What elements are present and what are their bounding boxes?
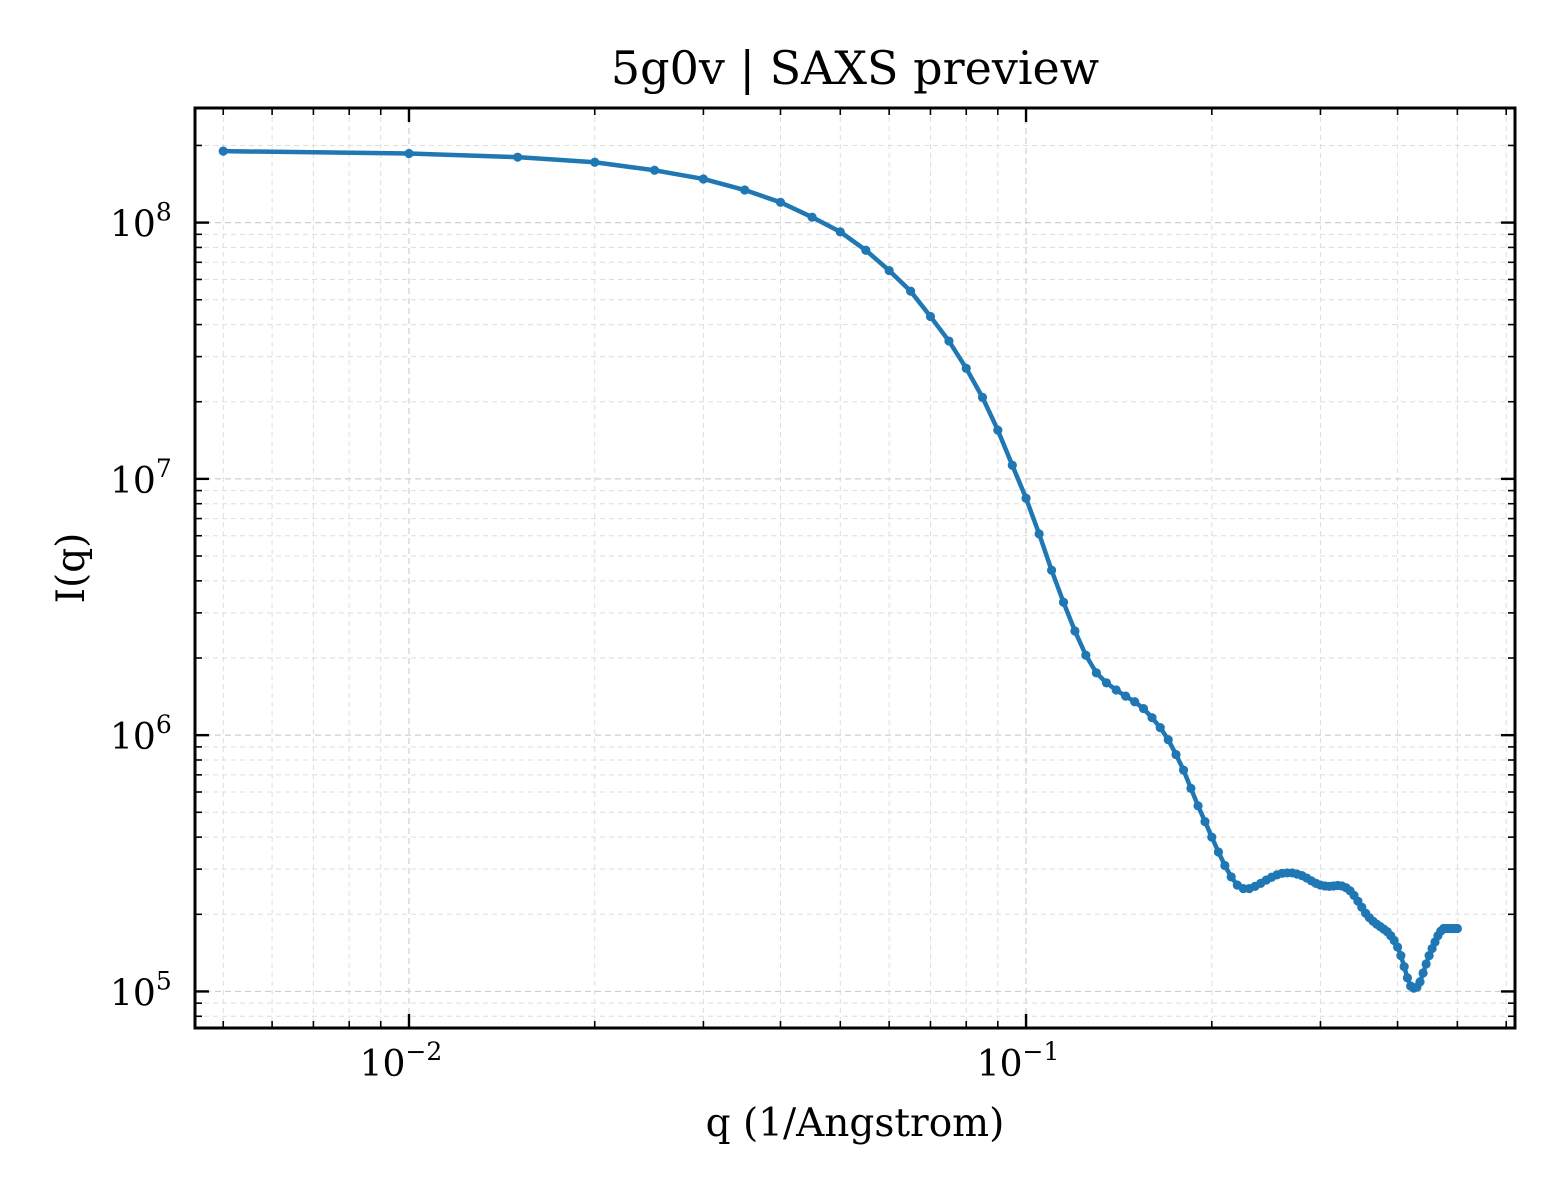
data-point [925,311,936,322]
data-point [1396,950,1406,961]
data-point [1091,668,1101,678]
data-point [1421,959,1431,969]
data-point [218,146,228,156]
data-point [590,157,600,167]
data-point [1207,832,1217,842]
data-point [1155,723,1165,733]
y-tick-label: 107 [110,454,172,502]
data-point [1163,735,1173,745]
data-point [884,265,894,276]
data-point [1220,860,1230,871]
chart-title: 5g0v | SAXS preview [611,41,1099,95]
x-tick-label: 10−2 [360,1037,443,1085]
tick-labels: 10−2 10−1 105 106 107 108 [110,198,1059,1085]
data-point [993,425,1003,435]
data-point [1171,749,1181,760]
x-axis-label: q (1/Angstrom) [706,1101,1005,1146]
y-tick-label: 106 [110,710,172,758]
data-point [1193,801,1203,811]
data-point [906,286,916,296]
data-point [1138,703,1149,714]
data-point [835,227,845,237]
y-tick-label: 108 [110,198,172,246]
data-point [649,165,660,175]
data-point [1046,565,1057,575]
data-point [807,212,817,222]
data-point [1415,977,1425,987]
data-point [1178,765,1189,775]
data-point [1081,650,1091,660]
data-point [1200,816,1210,827]
data-point [1058,597,1069,607]
data-point [698,174,709,184]
data-point [1101,678,1112,688]
data-point [1007,460,1017,470]
data-point [1424,950,1434,961]
data-point [404,148,414,159]
data-point [1130,697,1140,707]
data-point [1111,685,1121,695]
data-series [218,146,1462,993]
data-point [1034,529,1044,539]
grid-lines [195,108,1515,1028]
data-point [1418,968,1428,978]
data-point [1392,942,1403,952]
data-point [977,392,988,402]
data-point [1186,783,1196,793]
data-point [944,336,954,346]
axis-ticks [195,108,1515,1028]
data-point [1402,973,1413,983]
data-point [1070,626,1080,636]
data-point [1226,872,1236,882]
data-point [1213,847,1224,857]
y-axis-label: I(q) [49,533,94,604]
data-point [775,197,786,207]
data-point [1399,962,1409,972]
data-point [740,185,750,195]
y-tick-label: 105 [110,966,172,1014]
data-point [861,245,871,255]
data-point [513,152,523,162]
data-point [1147,713,1157,723]
x-tick-label: 10−1 [977,1037,1060,1085]
data-point [1121,691,1131,701]
data-point [1452,923,1462,934]
plot-frame [193,106,1517,1030]
data-point [1021,493,1031,503]
data-point [961,363,971,373]
